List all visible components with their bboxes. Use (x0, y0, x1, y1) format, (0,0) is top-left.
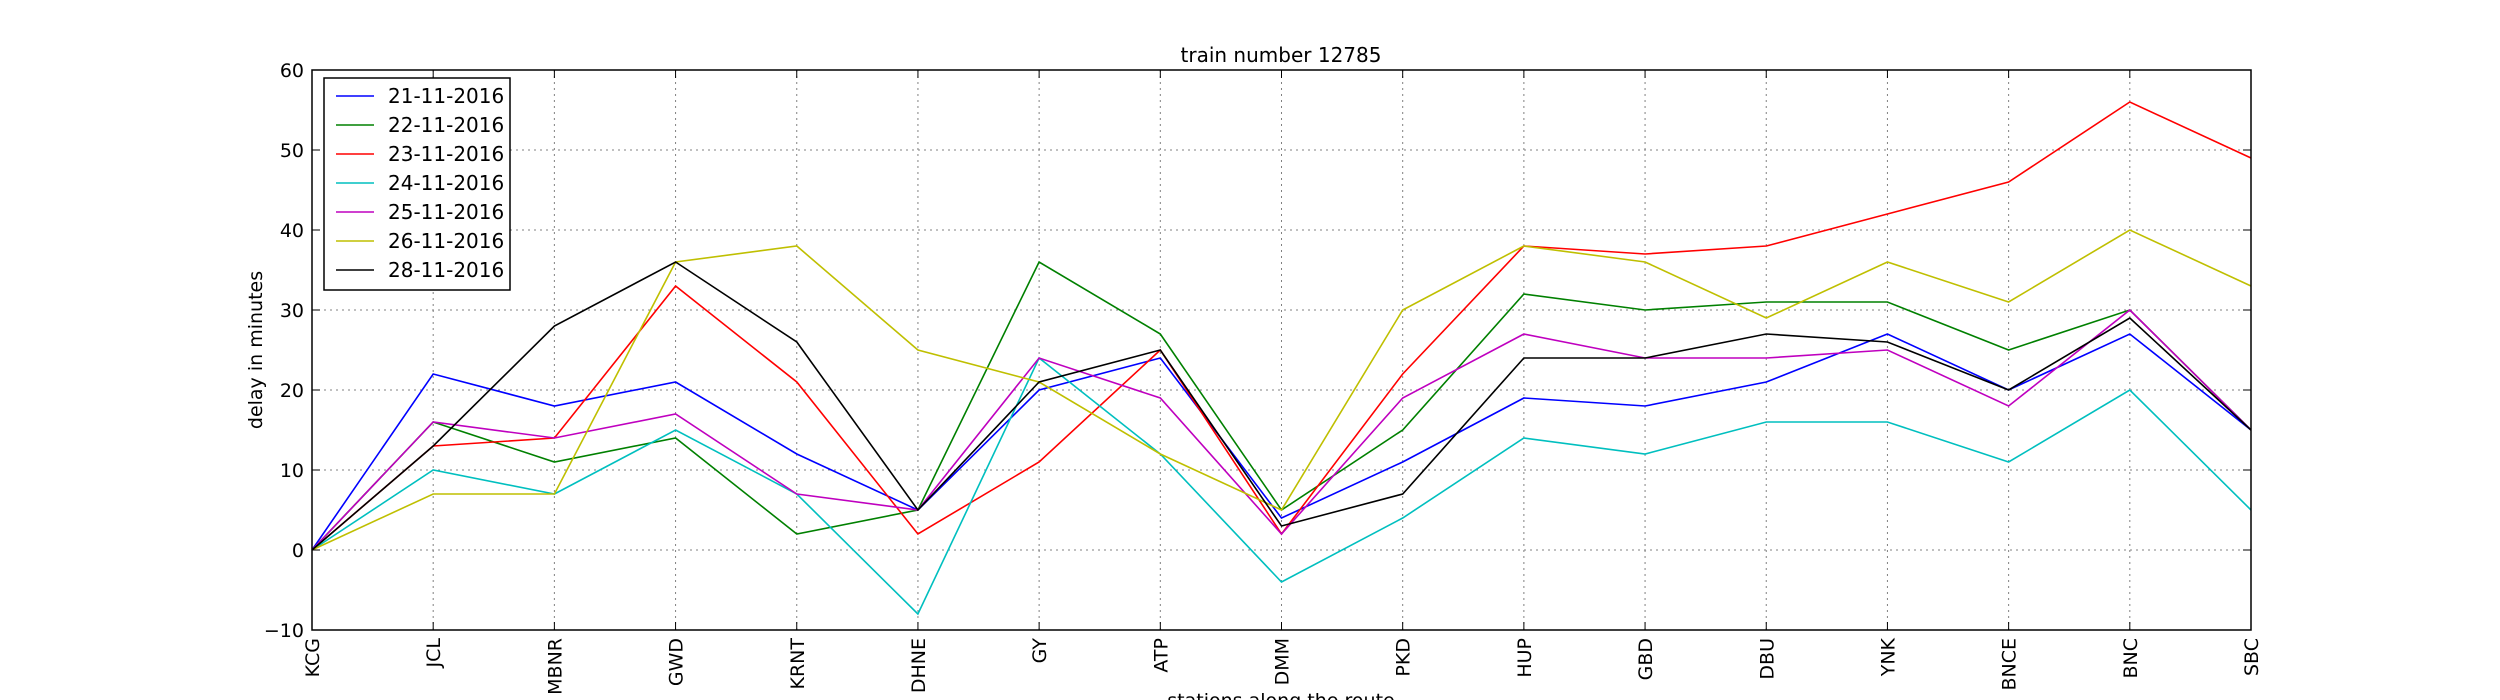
x-axis-ticks: KCG JCL MBNR GWD KRNT DHNE GY ATP DMM PKD HUP GBD DB… (302, 70, 2263, 695)
legend-label: 28-11-2016 (388, 258, 504, 282)
legend-label: 24-11-2016 (388, 171, 504, 195)
series-line-26-11-2016 (311, 229, 2252, 551)
series-lines (311, 101, 2252, 616)
legend-label: 26-11-2016 (388, 229, 504, 253)
y-tick-label: 50 (280, 140, 304, 162)
grid-lines (311, 69, 2252, 631)
chart-title: train number 12785 (1181, 43, 1382, 67)
x-tick-label: BNC (2120, 638, 2142, 679)
series-line-28-11-2016 (311, 261, 2252, 551)
y-tick-label: 60 (280, 60, 304, 82)
x-tick-label: DBU (1756, 638, 1778, 680)
y-axis-label: delay in minutes (245, 271, 267, 429)
x-tick-label: GY (1029, 638, 1051, 664)
x-tick-label: JCL (423, 638, 445, 669)
legend-label: 25-11-2016 (388, 200, 504, 224)
x-tick-label: DHNE (908, 638, 930, 693)
x-tick-label: GWD (666, 638, 688, 686)
legend: 21-11-2016 22-11-2016 23-11-2016 24-11-2016… (323, 77, 511, 291)
x-tick-label: KCG (302, 638, 324, 677)
y-tick-label: 0 (292, 540, 304, 562)
x-tick-label: SBC (2241, 638, 2263, 676)
legend-label: 23-11-2016 (388, 142, 504, 166)
y-tick-label: 30 (280, 300, 304, 322)
y-tick-label: −10 (264, 620, 304, 642)
x-tick-label: BNCE (1999, 638, 2021, 691)
legend-label: 21-11-2016 (388, 84, 504, 108)
x-tick-label: YNK (1877, 637, 1899, 677)
series-line-23-11-2016 (311, 101, 2252, 551)
series-line-21-11-2016 (311, 333, 2252, 551)
y-tick-label: 10 (280, 460, 304, 482)
x-tick-label: DMM (1272, 638, 1294, 685)
x-tick-label: PKD (1393, 638, 1415, 677)
legend-box (323, 77, 511, 291)
x-axis-label: stations along the route (1167, 690, 1394, 700)
x-tick-label: MBNR (544, 638, 566, 695)
y-tick-label: 40 (280, 220, 304, 242)
y-axis-ticks: −10 0 10 20 30 40 50 60 (264, 60, 2251, 642)
x-tick-label: GBD (1635, 638, 1657, 680)
y-tick-label: 20 (280, 380, 304, 402)
x-tick-label: HUP (1514, 638, 1536, 678)
x-tick-label: ATP (1150, 638, 1172, 673)
legend-label: 22-11-2016 (388, 113, 504, 137)
series-line-24-11-2016 (311, 356, 2252, 616)
x-tick-label: KRNT (787, 638, 809, 690)
series-line-25-11-2016 (311, 308, 2252, 551)
